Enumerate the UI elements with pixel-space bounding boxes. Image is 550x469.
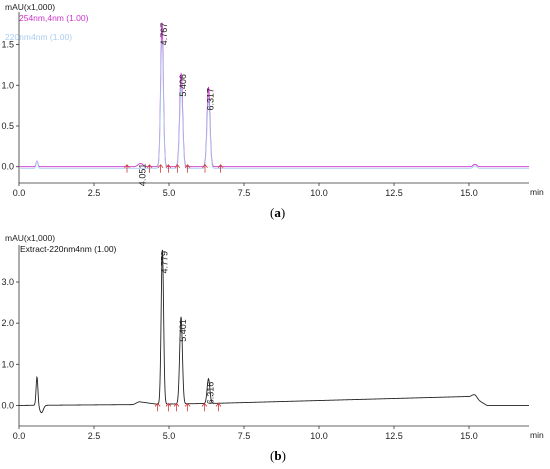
integration-marker-a — [217, 164, 224, 173]
integration-marker-a — [146, 164, 153, 173]
x-tick-label-b: 7.5 — [238, 431, 251, 441]
caption-letter-b: b — [274, 448, 281, 463]
integration-marker-b — [201, 402, 208, 412]
y-tick-label-b: 1.0 — [1, 359, 14, 369]
caption-letter-a: a — [274, 205, 281, 220]
integration-marker-a — [184, 164, 191, 173]
x-tick-label-a: 2.5 — [88, 188, 101, 198]
y-tick-label-a: 0.0 — [1, 162, 14, 172]
integration-marker-a — [124, 164, 130, 173]
x-tick-label-b: 5.0 — [163, 431, 176, 441]
chromatogram-trace-a-1 — [19, 22, 529, 168]
panel-caption-b: (b) — [270, 448, 286, 463]
integration-marker-group-a — [124, 164, 224, 173]
y-tick-label-a: 0.5 — [1, 121, 14, 131]
integration-marker-b — [173, 402, 180, 412]
integration-marker-a — [202, 164, 208, 173]
chromatogram-panel-b: mAU(x1,000) min Extract-220nm4nm (1.00) … — [1, 233, 543, 463]
legend-entry-a-2: 220nm4nm (1.00) — [5, 32, 72, 42]
x-tick-label-a: 0.0 — [13, 188, 26, 198]
x-unit-label-b: min — [530, 430, 544, 440]
integration-marker-b — [215, 402, 222, 412]
peak-label-b: 5.401 — [178, 319, 188, 342]
integration-marker-group-b — [154, 402, 222, 412]
integration-marker-a — [174, 164, 181, 173]
y-tick-label-b: 2.0 — [1, 318, 14, 328]
integration-marker-a — [165, 164, 172, 173]
tick-group-a: 0.0 2.5 5.0 7.5 10.0 12.5 15.0 0.0 0.5 1.0 1.5 — [1, 40, 477, 198]
series-group-a — [19, 22, 529, 169]
panel-caption-a: (a) — [270, 205, 285, 220]
x-tick-label-a: 7.5 — [238, 188, 251, 198]
peak-label-group-a: 4.051 4.767 5.406 6.317 — [138, 23, 216, 186]
x-tick-label-a: 12.5 — [385, 188, 403, 198]
peak-label-b: 4.779 — [159, 251, 169, 274]
legend-entry-b-1: Extract-220nm4nm (1.00) — [20, 244, 117, 254]
x-tick-label-a: 5.0 — [163, 188, 176, 198]
peak-label-a: 6.317 — [206, 88, 216, 111]
x-tick-label-a: 10.0 — [310, 188, 328, 198]
series-group-b — [19, 249, 529, 414]
x-tick-label-b: 12.5 — [385, 431, 403, 441]
peak-label-a: 4.767 — [159, 23, 169, 46]
peak-label-group-b: 4.779 5.401 6.316 — [159, 251, 215, 404]
y-tick-label-a: 1.0 — [1, 80, 14, 90]
integration-marker-b — [184, 402, 191, 412]
y-unit-label-a: mAU(x1,000) — [5, 2, 55, 12]
legend-entry-a-1: 254nm,4nm (1.00) — [19, 13, 89, 23]
integration-marker-b — [154, 402, 161, 412]
chromatogram-panel-a: mAU(x1,000) min 254nm,4nm (1.00) 220nm4n… — [1, 2, 543, 220]
x-tick-label-b: 10.0 — [310, 431, 328, 441]
tick-group-b: 0.0 2.5 5.0 7.5 10.0 12.5 15.0 0.0 1.0 2.0 3.0 — [1, 277, 477, 441]
peak-label-b: 6.316 — [205, 382, 215, 405]
x-unit-label-a: min — [530, 187, 544, 197]
y-tick-label-b: 3.0 — [1, 277, 14, 287]
y-unit-label-b: mAU(x1,000) — [5, 233, 55, 243]
peak-label-a: 5.406 — [178, 74, 188, 97]
integration-marker-a — [157, 164, 164, 173]
x-tick-label-b: 2.5 — [88, 431, 101, 441]
x-tick-label-b: 0.0 — [13, 431, 26, 441]
chromatogram-trace-a-2 — [19, 38, 529, 169]
peak-label-a: 4.051 — [138, 164, 148, 187]
y-tick-label-b: 0.0 — [1, 400, 14, 410]
x-tick-label-a: 15.0 — [460, 188, 478, 198]
integration-marker-b — [165, 402, 172, 412]
x-tick-label-b: 15.0 — [460, 431, 478, 441]
y-tick-label-a: 1.5 — [1, 40, 14, 50]
chromatogram-trace-b-1 — [19, 249, 529, 414]
